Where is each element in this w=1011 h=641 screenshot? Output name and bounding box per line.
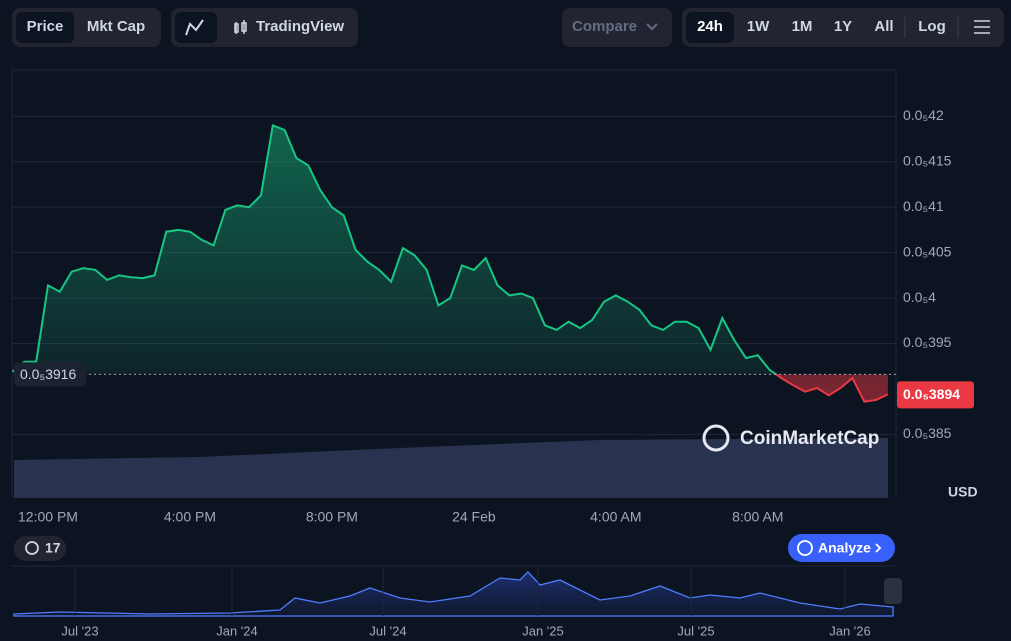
y-tick-label: 0.0₅42 — [903, 107, 944, 123]
y-tick-label: 0.0₅4 — [903, 289, 936, 305]
nav-label: Jan '26 — [829, 623, 871, 638]
badge-count: 17 — [45, 540, 61, 556]
y-tick-label: 0.0₅41 — [903, 198, 944, 214]
chart-type-toggle — [171, 8, 358, 47]
y-tick-label: 0.0₅395 — [903, 334, 952, 350]
candle-icon — [234, 20, 247, 34]
chevron — [875, 543, 882, 553]
x-tick-label: 4:00 PM — [164, 509, 216, 525]
reference-box — [14, 362, 86, 387]
log-btn[interactable]: Log — [918, 18, 946, 35]
range-all[interactable]: All — [874, 18, 893, 35]
x-tick-label: 4:00 AM — [590, 509, 641, 525]
y-tick-label: 0.0₅415 — [903, 152, 952, 168]
tradingview-btn[interactable]: TradingView — [256, 18, 344, 35]
nav-label: Jan '25 — [522, 623, 564, 638]
volume-bars — [14, 438, 888, 498]
price-line-up — [11, 124, 778, 375]
history-icon — [25, 541, 39, 555]
compare-btn[interactable] — [562, 8, 672, 47]
watermark-logo — [702, 424, 730, 452]
nav-label: Jul '24 — [369, 623, 406, 638]
x-tick-label: 8:00 PM — [306, 509, 358, 525]
analyze-label: Analyze — [818, 540, 871, 556]
active-tab — [16, 12, 74, 43]
nav-label: Jan '24 — [216, 623, 258, 638]
price-tab[interactable]: Price — [27, 18, 64, 35]
navigator-series — [13, 571, 894, 617]
range-24h[interactable]: 24h — [697, 18, 723, 35]
compare-label: Compare — [572, 18, 637, 35]
active-range — [686, 12, 734, 43]
axis-unit: USD — [948, 484, 978, 500]
reference-label: 0.0₅3916 — [20, 366, 76, 382]
y-tick-label: 0.0₅405 — [903, 243, 952, 259]
chevron — [646, 23, 658, 31]
x-tick-label: 8:00 AM — [732, 509, 783, 525]
nav-handle[interactable] — [884, 578, 902, 604]
line-btn[interactable] — [175, 12, 217, 43]
range-1w[interactable]: 1W — [747, 18, 770, 35]
range-1m[interactable]: 1M — [792, 18, 813, 35]
range-1y[interactable]: 1Y — [834, 18, 852, 35]
x-tick-label: 24 Feb — [452, 509, 496, 525]
nav-label: Jul '23 — [61, 623, 98, 638]
last-price-tag — [897, 381, 974, 409]
analyze-icon — [797, 540, 813, 556]
area-up — [12, 125, 888, 375]
range-toggle — [682, 8, 1004, 47]
history-badge[interactable] — [14, 536, 66, 561]
area-down — [776, 374, 888, 402]
analyze-btn[interactable] — [788, 534, 895, 562]
watermark: CoinMarketCap — [740, 428, 879, 449]
x-tick-label: 12:00 PM — [18, 509, 78, 525]
settings-icon[interactable] — [974, 20, 990, 34]
last-price-label: 0.0₅3894 — [903, 386, 960, 402]
y-tick-label: 0.0₅385 — [903, 425, 952, 441]
mktcap-tab[interactable]: Mkt Cap — [87, 18, 145, 35]
line-icon — [185, 19, 204, 36]
nav-label: Jul '25 — [677, 623, 714, 638]
